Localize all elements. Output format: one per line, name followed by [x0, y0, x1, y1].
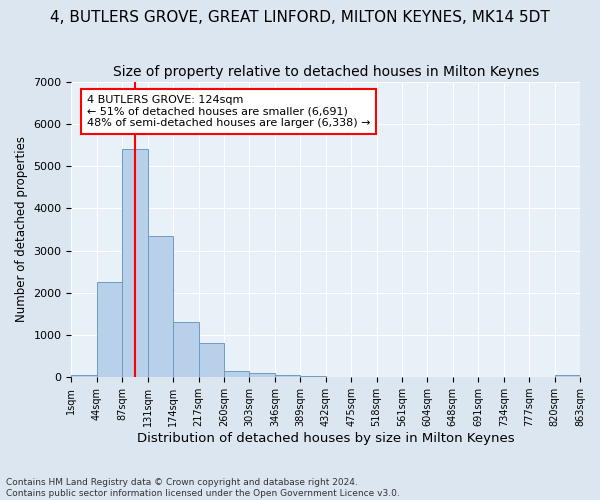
Bar — [122, 149, 148, 377]
Text: 4, BUTLERS GROVE, GREAT LINFORD, MILTON KEYNES, MK14 5DT: 4, BUTLERS GROVE, GREAT LINFORD, MILTON … — [50, 10, 550, 25]
Text: 4 BUTLERS GROVE: 124sqm
← 51% of detached houses are smaller (6,691)
48% of semi: 4 BUTLERS GROVE: 124sqm ← 51% of detache… — [86, 95, 370, 128]
Bar — [97, 282, 122, 377]
Bar — [554, 375, 580, 377]
Bar — [275, 375, 300, 377]
Bar — [199, 344, 224, 377]
Bar — [250, 373, 275, 377]
X-axis label: Distribution of detached houses by size in Milton Keynes: Distribution of detached houses by size … — [137, 432, 515, 445]
Title: Size of property relative to detached houses in Milton Keynes: Size of property relative to detached ho… — [113, 65, 539, 79]
Bar — [224, 371, 250, 377]
Y-axis label: Number of detached properties: Number of detached properties — [15, 136, 28, 322]
Bar — [71, 375, 97, 377]
Text: Contains HM Land Registry data © Crown copyright and database right 2024.
Contai: Contains HM Land Registry data © Crown c… — [6, 478, 400, 498]
Bar — [300, 376, 326, 377]
Bar — [148, 236, 173, 377]
Bar — [173, 322, 199, 377]
